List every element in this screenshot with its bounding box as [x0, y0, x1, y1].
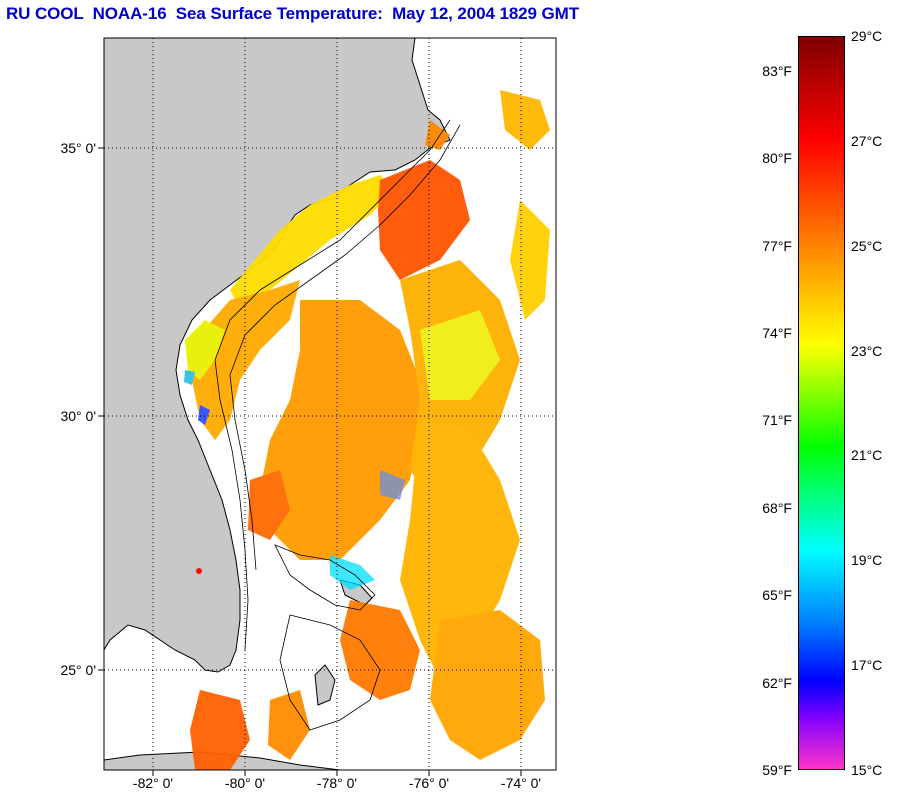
sst-data-layer: [184, 90, 550, 770]
longitude-label: -76° 0': [408, 775, 450, 791]
celsius-tick-label: 25°C: [851, 237, 883, 254]
land-bahamas-1: [314, 664, 336, 706]
fahrenheit-tick-label: 77°F: [762, 237, 792, 254]
fahrenheit-tick-label: 65°F: [762, 587, 792, 604]
temperature-colorbar: [798, 36, 845, 770]
fahrenheit-tick-label: 59°F: [762, 762, 792, 778]
fahrenheit-tick-label: 74°F: [762, 325, 792, 342]
longitude-label: -80° 0': [224, 775, 266, 791]
celsius-tick-label: 23°C: [851, 342, 883, 359]
fahrenheit-tick-label: 83°F: [762, 62, 792, 79]
map-border: [103, 37, 557, 771]
latitude-label: 25° 0': [60, 662, 96, 678]
celsius-tick-label: 29°C: [851, 28, 883, 44]
celsius-tick-label: 21°C: [851, 447, 883, 464]
celsius-tick-label: 15°C: [851, 762, 883, 778]
longitude-label: -82° 0': [132, 775, 174, 791]
celsius-tick-label: 19°C: [851, 552, 883, 569]
celsius-tick-label: 27°C: [851, 132, 883, 149]
axis-ticks: [98, 147, 522, 776]
land-mainland: [104, 38, 451, 673]
longitude-label: -74° 0': [500, 775, 542, 791]
latitude-label: 30° 0': [60, 408, 96, 424]
graticule: [104, 38, 556, 770]
latitude-label: 35° 0': [60, 140, 96, 156]
fahrenheit-tick-label: 62°F: [762, 674, 792, 691]
fahrenheit-tick-label: 71°F: [762, 412, 792, 429]
longitude-label: -78° 0': [316, 775, 358, 791]
fahrenheit-tick-label: 68°F: [762, 499, 792, 516]
fahrenheit-tick-label: 80°F: [762, 150, 792, 167]
celsius-tick-label: 17°C: [851, 657, 883, 674]
map-title: RU COOL NOAA-16 Sea Surface Temperature:…: [6, 4, 579, 23]
